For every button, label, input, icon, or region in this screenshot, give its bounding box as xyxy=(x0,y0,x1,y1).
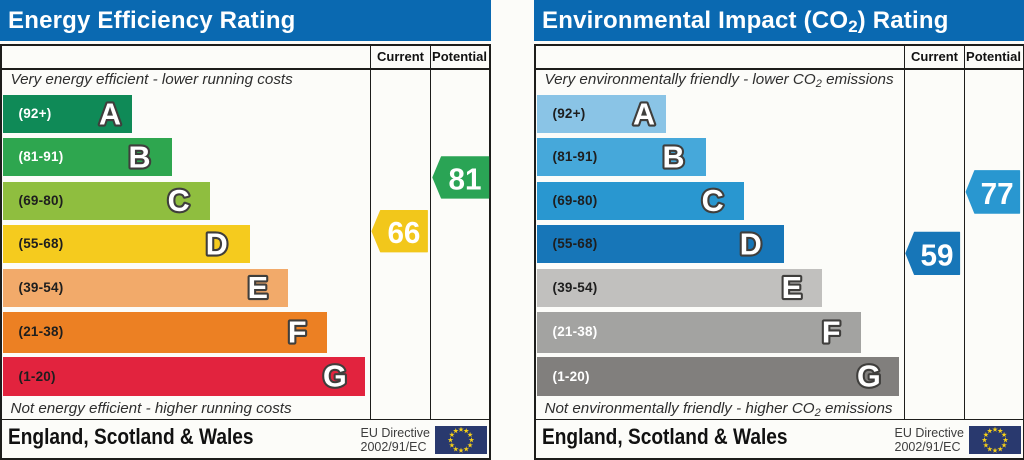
svg-text:B: B xyxy=(662,140,684,174)
svg-text:81: 81 xyxy=(449,162,482,197)
svg-text:C: C xyxy=(702,184,724,218)
svg-text:E: E xyxy=(248,271,268,305)
svg-text:D: D xyxy=(206,227,228,261)
svg-text:F: F xyxy=(288,316,307,350)
svg-text:B: B xyxy=(128,140,150,174)
svg-text:F: F xyxy=(822,316,841,350)
svg-text:C: C xyxy=(168,184,190,218)
svg-text:59: 59 xyxy=(921,237,954,272)
svg-text:G: G xyxy=(857,359,881,393)
svg-text:A: A xyxy=(633,97,655,131)
svg-text:66: 66 xyxy=(387,215,420,250)
svg-text:E: E xyxy=(782,271,802,305)
svg-text:A: A xyxy=(99,97,121,131)
svg-text:D: D xyxy=(740,227,762,261)
svg-text:77: 77 xyxy=(981,176,1014,211)
svg-text:G: G xyxy=(323,359,347,393)
